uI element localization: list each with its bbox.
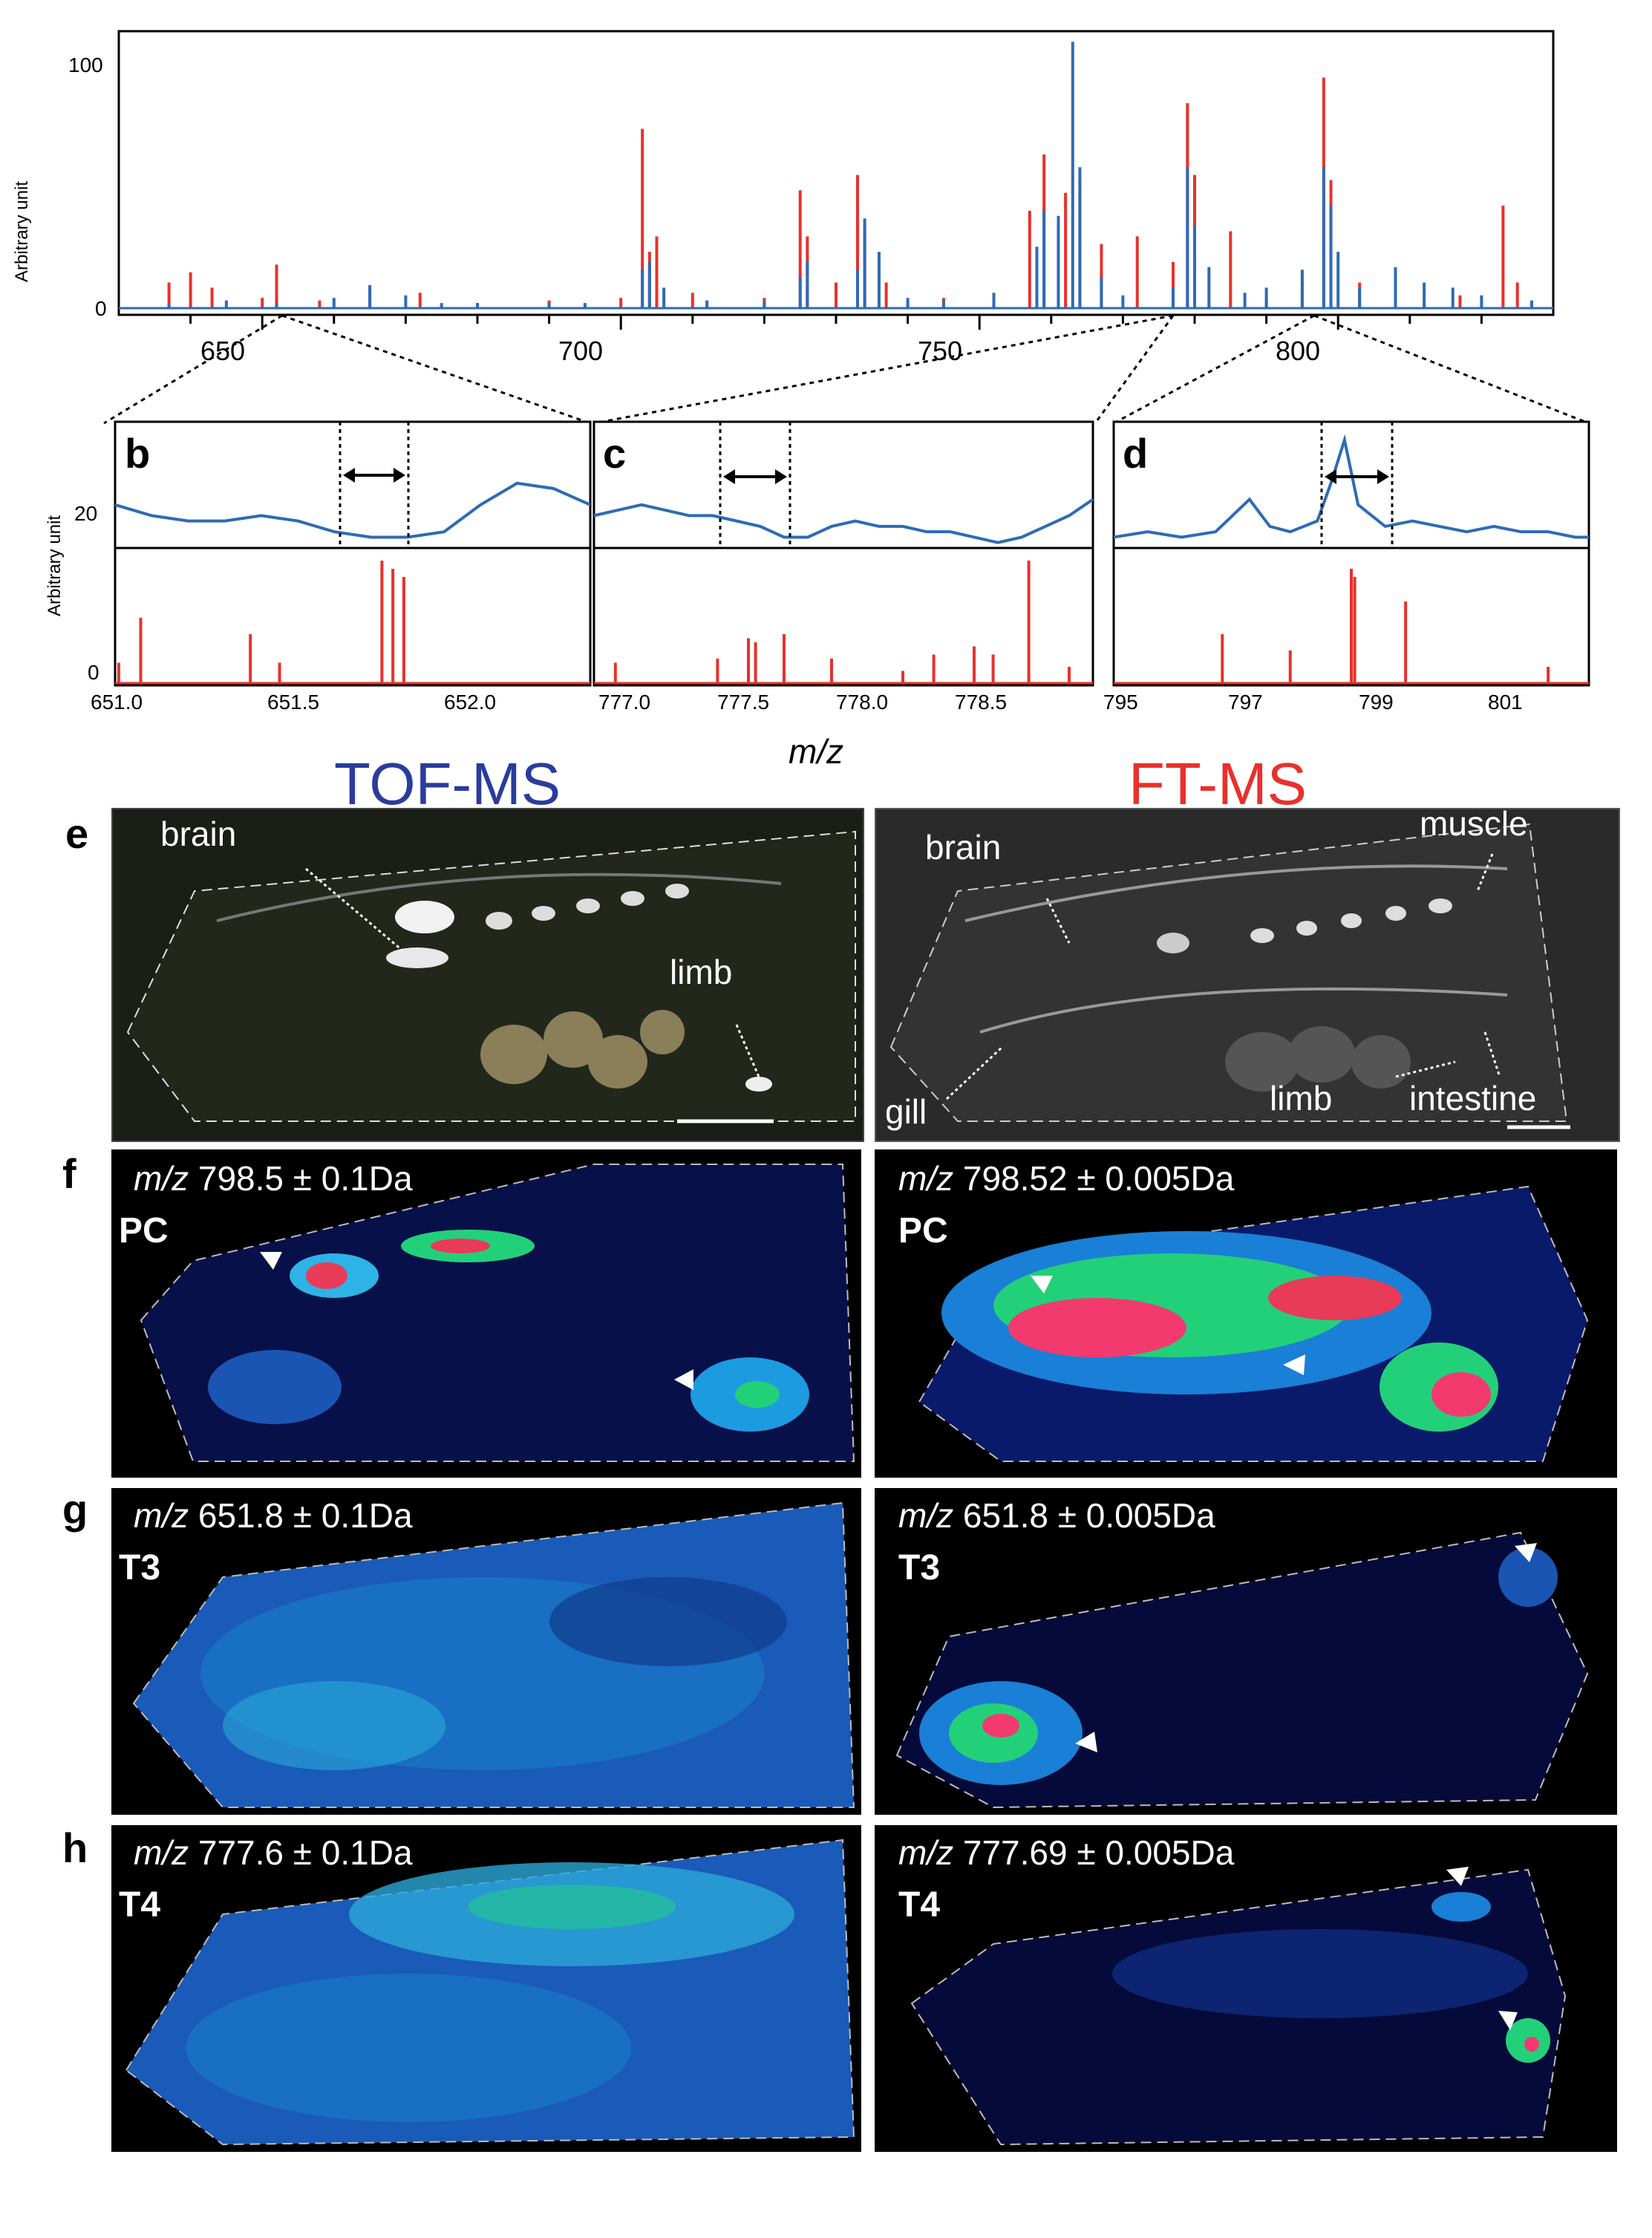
heatmap-g-left-mz: m/z 651.8 ± 0.1Da [134, 1495, 413, 1536]
panel-a-chart [117, 30, 1555, 330]
zoom-connector-lines [103, 314, 1590, 425]
heatmap-g-right [875, 1488, 1617, 1815]
tof-ms-title: TOF-MS [334, 751, 561, 817]
heatmap-g-left-compound: T3 [119, 1548, 161, 1588]
heatmap-h-left-mz: m/z 777.6 ± 0.1Da [134, 1833, 413, 1873]
heatmap-f-right [875, 1149, 1617, 1478]
heatmap-f-left-mz: m/z 798.5 ± 0.1Da [134, 1158, 413, 1198]
heatmap-h-right [875, 1825, 1617, 2152]
panels-bcd-chart [114, 420, 1590, 687]
label-limb: limb [670, 953, 733, 991]
panel-e-letter: e [65, 810, 89, 857]
mz-value: 777.69 ± 0.005Da [962, 1833, 1235, 1872]
mz-value: 651.8 ± 0.1Da [197, 1496, 413, 1535]
heatmap-h-right-mz: m/z 777.69 ± 0.005Da [898, 1833, 1234, 1873]
mz-value: 651.8 ± 0.005Da [962, 1496, 1215, 1535]
ft-ms-title: FT-MS [1129, 751, 1307, 817]
mz-prefix: m/z [134, 1159, 189, 1198]
panel-b-xtick: 651.0 [91, 691, 143, 714]
panel-a-xtick: 700 [558, 336, 604, 366]
label-intestine: intestine [1409, 1079, 1537, 1118]
mz-prefix: m/z [134, 1833, 189, 1872]
panel-c-letter: c [603, 430, 627, 477]
panel-e-left-photo [111, 808, 864, 1142]
panel-b-ytick-20: 20 [74, 502, 98, 525]
heatmap-f-left [111, 1149, 861, 1478]
panel-b-letter: b [125, 430, 151, 477]
panel-a-ytick-0: 0 [95, 297, 107, 320]
panel-h-letter: h [62, 1824, 88, 1871]
mz-value: 777.6 ± 0.1Da [197, 1833, 413, 1872]
heatmap-h-left [111, 1825, 861, 2152]
panel-c-xtick: 777.0 [598, 691, 651, 714]
mz-prefix: m/z [134, 1496, 189, 1535]
panel-a-xtick: 650 [200, 336, 246, 366]
label-brain: brain [925, 828, 1002, 867]
panel-a-ytick-100: 100 [68, 53, 103, 76]
heatmap-g-right-compound: T3 [898, 1548, 941, 1588]
heatmap-g-right-mz: m/z 651.8 ± 0.005Da [898, 1495, 1215, 1536]
panel-d-xtick: 795 [1103, 691, 1138, 714]
panel-b-xtick: 651.5 [267, 691, 320, 714]
panel-f-letter: f [62, 1150, 76, 1197]
mz-axis-label: m/z [789, 732, 844, 771]
mz-prefix: m/z [898, 1159, 954, 1198]
mz-value: 798.5 ± 0.1Da [197, 1159, 413, 1198]
panel-c-xtick: 778.5 [955, 691, 1008, 714]
tof-ms-trace [114, 481, 591, 539]
panel-g-letter: g [62, 1486, 88, 1533]
panel-e-right-photo [875, 808, 1620, 1142]
tadpole-section-outline [889, 823, 1570, 1129]
tadpole-section-outline [126, 830, 856, 1123]
mz-value: 798.52 ± 0.005Da [962, 1159, 1235, 1198]
heatmap-f-right-compound: PC [898, 1211, 948, 1250]
heatmap-h-left-compound: T4 [119, 1885, 161, 1925]
label-limb: limb [1270, 1079, 1333, 1118]
panel-d-letter: d [1123, 430, 1149, 477]
label-brain: brain [160, 815, 237, 853]
heatmap-h-right-compound: T4 [898, 1885, 941, 1925]
heatmap-f-right-mz: m/z 798.52 ± 0.005Da [898, 1158, 1234, 1198]
panel-a-xtick: 800 [1276, 336, 1321, 366]
panel-c-xtick: 777.5 [717, 691, 770, 714]
heatmap-f-left-compound: PC [119, 1211, 169, 1250]
panel-b-ytick-0: 0 [88, 661, 99, 684]
panel-d-xtick: 799 [1359, 691, 1394, 714]
heatmap-g-left [111, 1488, 861, 1815]
panel-d-xtick: 801 [1488, 691, 1523, 714]
panel-c-xtick: 778.0 [836, 691, 889, 714]
tof-ms-trace [1113, 434, 1589, 539]
panel-b-xtick: 652.0 [444, 691, 497, 714]
tof-ms-trace [593, 497, 1094, 544]
mz-prefix: m/z [898, 1496, 954, 1535]
mz-prefix: m/z [898, 1833, 954, 1872]
label-muscle: muscle [1420, 804, 1528, 843]
label-gill: gill [885, 1092, 927, 1131]
panel-d-xtick: 797 [1228, 691, 1263, 714]
